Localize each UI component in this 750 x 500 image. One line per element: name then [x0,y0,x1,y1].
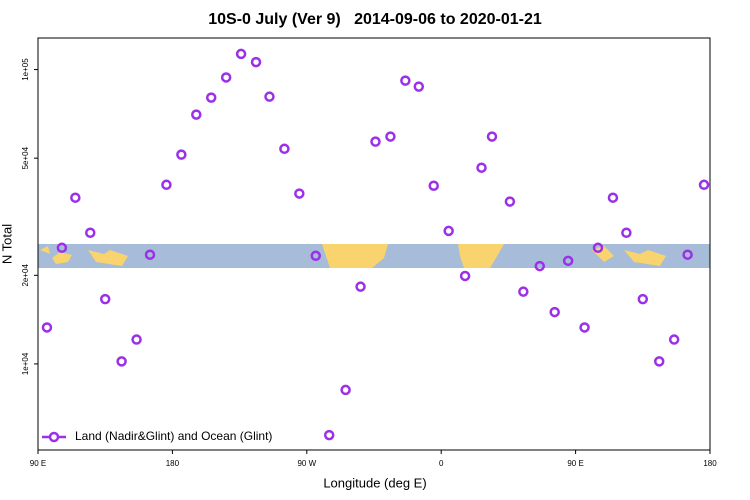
point [668,334,680,345]
point [294,188,305,199]
x-tick-label: 0 [439,459,444,468]
point [443,225,454,237]
point [250,56,262,68]
point [310,250,322,262]
point [549,306,560,318]
point [504,196,516,207]
point [428,180,439,191]
point [161,179,172,191]
point [279,143,290,155]
plot-frame [37,37,711,451]
point [698,179,710,191]
point [191,109,202,120]
point [562,255,574,267]
chart-title: 10S-0 July (Ver 9) 2014-09-06 to 2020-01… [208,11,542,28]
point [385,131,396,142]
point [534,260,546,272]
point [653,356,665,367]
point [682,249,693,260]
point [70,192,81,203]
y-axis-label: N Total [0,224,14,264]
x-tick-label: 90 W [297,459,316,468]
point [486,131,498,142]
y-tick-label: 5e+04 [21,146,30,169]
point [637,293,649,305]
point [592,242,604,254]
point [400,75,411,86]
point [459,270,471,282]
y-tick-label: 2e+04 [21,264,30,287]
point [264,91,275,102]
y-tick-label: 1e+04 [21,352,30,375]
point [476,162,487,173]
point [176,149,187,160]
point [116,356,127,367]
point [621,227,632,239]
point [323,429,335,441]
point [607,192,619,203]
y-tick-label: 1e+05 [21,58,30,81]
point [340,384,351,396]
point [205,92,217,103]
point [355,281,366,292]
point [56,242,68,254]
legend-marker [48,431,60,443]
x-tick-label: 180 [703,459,717,468]
x-tick-label: 90 E [567,459,583,468]
x-tick-label: 180 [166,459,180,468]
legend-label: Land (Nadir&Glint) and Ocean (Glint) [75,429,272,443]
point [370,136,381,147]
point [235,48,247,60]
x-axis-label: Longitude (deg E) [323,475,426,490]
point [579,322,590,333]
x-tick-label: 90 E [30,459,46,468]
point [413,81,425,92]
point [518,286,529,297]
map-band [38,244,710,268]
point [99,293,111,305]
point [85,227,96,239]
point [41,322,53,333]
point [220,72,232,83]
point [131,334,142,345]
point [144,249,156,260]
